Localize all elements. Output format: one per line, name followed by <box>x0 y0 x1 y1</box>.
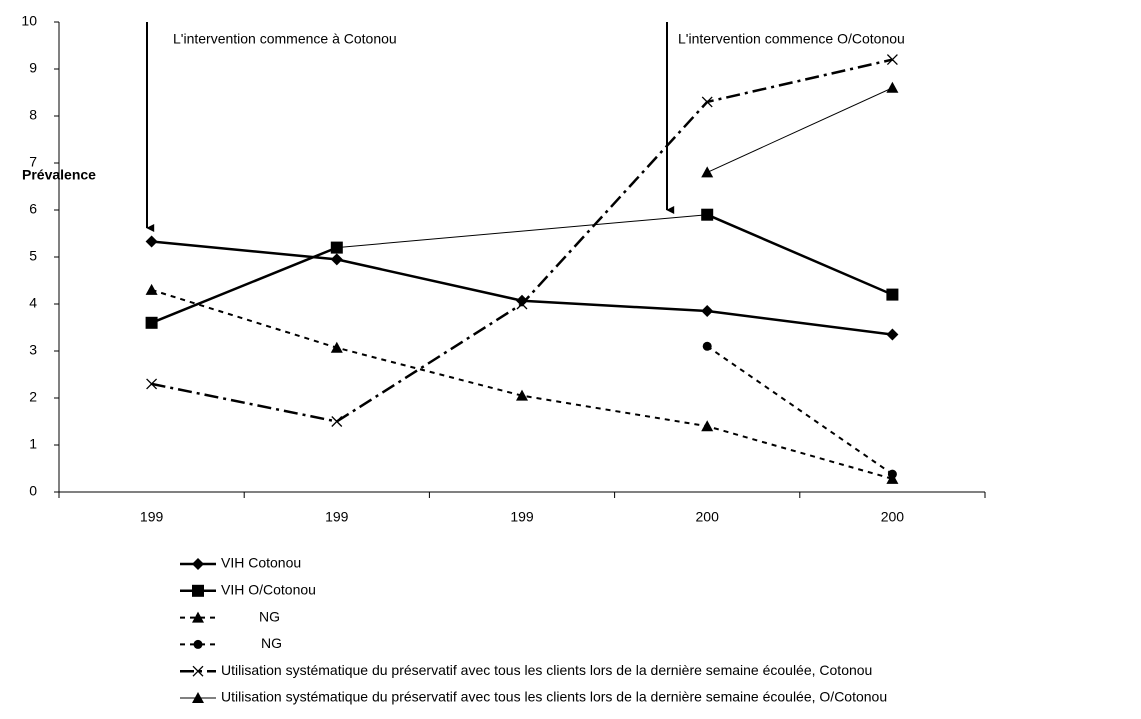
marker <box>192 665 204 677</box>
legend-label: Utilisation systématique du préservatif … <box>221 662 872 678</box>
legend-label: VIH O/Cotonou <box>221 582 316 598</box>
marker <box>516 389 528 401</box>
marker <box>146 378 158 390</box>
marker <box>192 692 204 703</box>
y-tick-label: 8 <box>29 107 37 123</box>
y-tick-label: 1 <box>29 436 37 452</box>
marker <box>701 166 714 178</box>
x-tick-label: 200 <box>881 509 905 525</box>
series-line <box>151 58 893 423</box>
marker <box>886 288 899 301</box>
y-tick-label: 10 <box>21 13 37 29</box>
marker <box>886 328 899 341</box>
series-line <box>706 345 893 475</box>
series-line <box>151 246 338 324</box>
y-tick-label: 7 <box>29 154 37 170</box>
x-tick-label: 199 <box>510 509 534 525</box>
marker <box>701 96 713 108</box>
marker <box>330 253 343 266</box>
series-line <box>706 87 893 173</box>
y-tick-label: 4 <box>29 295 37 311</box>
y-tick-label: 9 <box>29 60 37 76</box>
marker <box>145 283 158 295</box>
annotation: L'intervention commence à Cotonou <box>173 31 397 47</box>
marker <box>887 469 897 479</box>
marker <box>193 639 203 649</box>
legend-label: NG <box>261 635 282 651</box>
marker <box>192 558 204 570</box>
marker <box>330 341 343 353</box>
marker <box>702 341 712 351</box>
marker <box>701 420 714 432</box>
legend-label: VIH Cotonou <box>221 555 301 571</box>
y-tick-label: 2 <box>29 389 37 405</box>
legend-label: NG <box>259 608 280 624</box>
marker <box>886 81 899 93</box>
marker <box>330 241 343 254</box>
series-line <box>151 288 893 480</box>
marker <box>701 208 714 221</box>
marker <box>331 416 343 427</box>
annotation: L'intervention commence O/Cotonou <box>678 31 905 47</box>
marker <box>886 54 898 66</box>
x-tick-label: 199 <box>325 509 349 525</box>
y-tick-label: 3 <box>29 342 37 358</box>
y-tick-label: 0 <box>29 483 37 499</box>
marker <box>192 611 204 623</box>
legend-label: Utilisation systématique du préservatif … <box>221 689 887 705</box>
x-tick-label: 199 <box>140 509 164 525</box>
y-tick-label: 5 <box>29 248 37 264</box>
marker <box>516 294 528 307</box>
marker <box>192 584 204 597</box>
marker <box>516 298 528 310</box>
series-line <box>706 213 893 296</box>
series-line <box>151 240 893 336</box>
marker <box>145 235 158 248</box>
marker <box>145 316 158 329</box>
marker <box>701 305 714 318</box>
series-connector <box>336 214 708 249</box>
x-tick-label: 200 <box>696 509 720 525</box>
y-tick-label: 6 <box>29 201 37 217</box>
